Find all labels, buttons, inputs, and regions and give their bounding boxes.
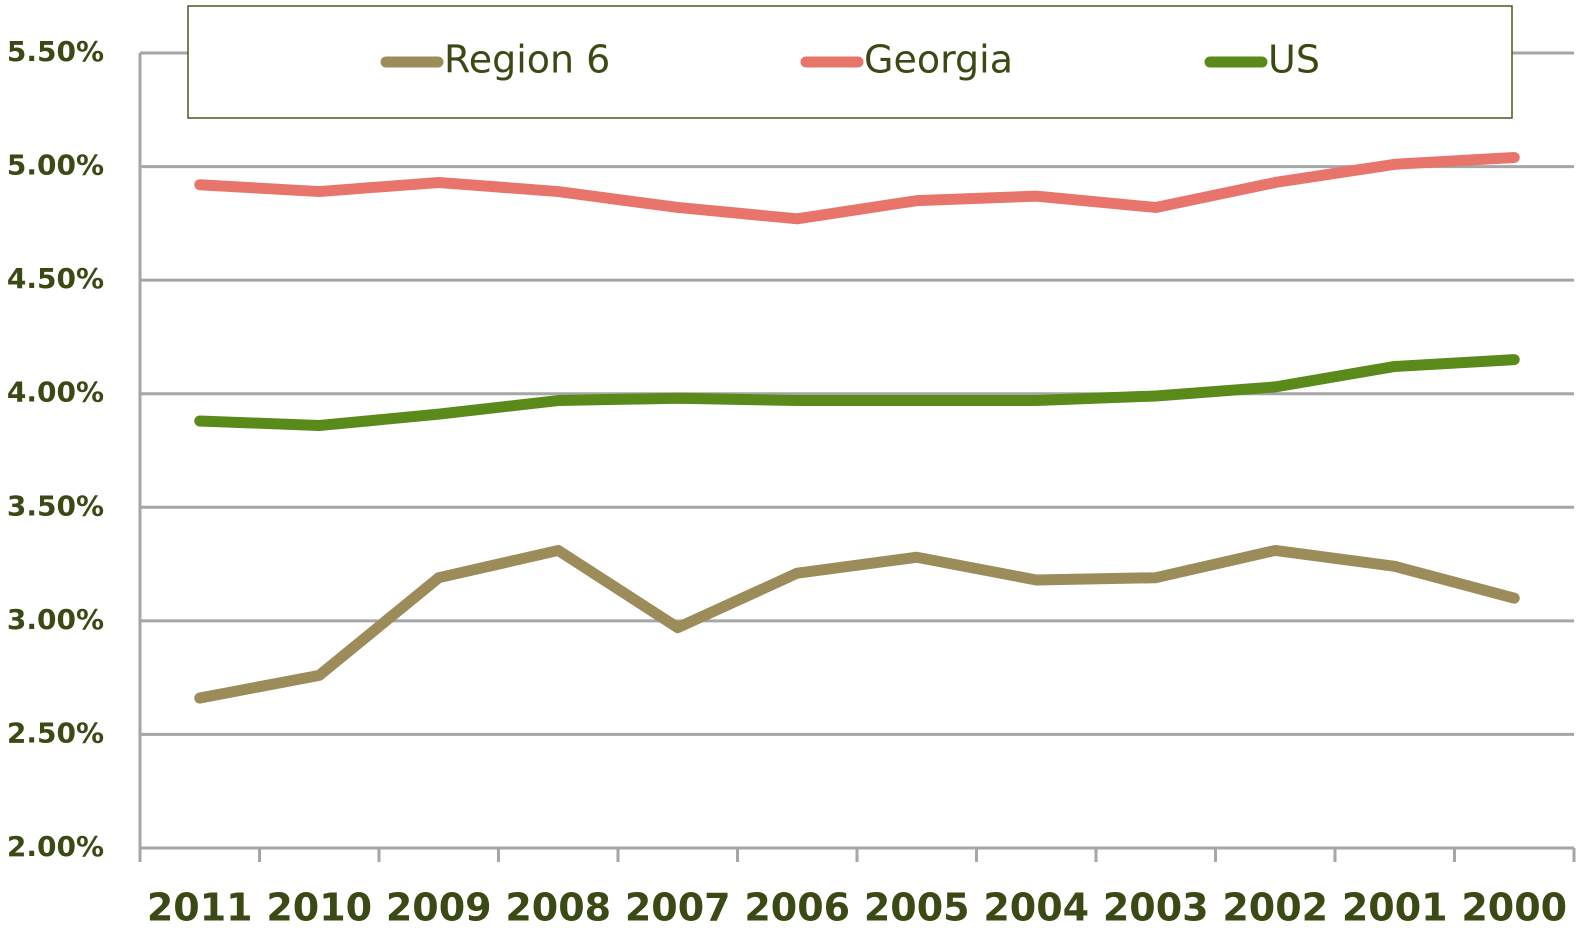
x-tick-label: 2004: [983, 886, 1089, 930]
y-tick-label: 5.50%: [7, 35, 104, 68]
x-tick-label: 2001: [1342, 886, 1448, 930]
y-tick-label: 4.50%: [7, 262, 104, 295]
x-tick-label: 2008: [505, 886, 611, 930]
legend-label: US: [1268, 38, 1320, 82]
x-tick-label: 2002: [1222, 886, 1328, 930]
series-line: [194, 544, 1520, 704]
y-tick-label: 4.00%: [7, 376, 104, 409]
x-tick-label: 2005: [864, 886, 970, 930]
y-tick-label: 3.00%: [7, 603, 104, 636]
x-tick-label: 2007: [625, 886, 731, 930]
x-tick-label: 2003: [1103, 886, 1209, 930]
y-tick-label: 5.00%: [7, 149, 104, 182]
x-tick-label: 2009: [386, 886, 492, 930]
legend-label: Region 6: [444, 38, 610, 82]
x-tick-label: 2010: [266, 886, 372, 930]
legend-label: Georgia: [864, 38, 1013, 82]
x-tick-label: 2011: [147, 886, 253, 930]
series-line: [194, 151, 1520, 225]
y-tick-label: 2.00%: [7, 830, 104, 863]
y-tick-label: 3.50%: [7, 489, 104, 522]
series-line: [194, 354, 1520, 432]
x-tick-label: 2006: [744, 886, 850, 930]
x-tick-label: 2000: [1461, 886, 1567, 930]
y-tick-label: 2.50%: [7, 716, 104, 749]
